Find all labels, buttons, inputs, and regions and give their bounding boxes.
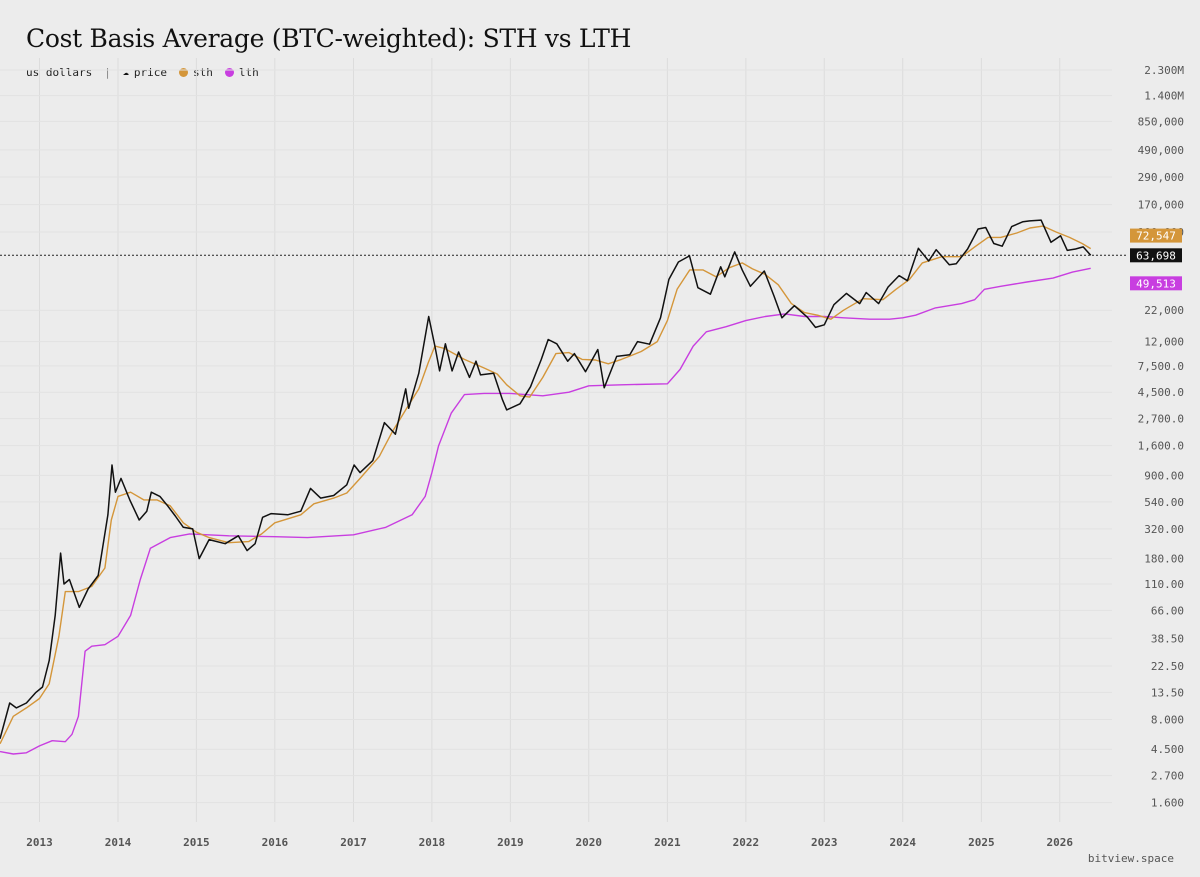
- series-line-price[interactable]: [0, 219, 1092, 739]
- legend: us dollars | ☁ price sth lth: [26, 66, 271, 79]
- legend-separator: |: [104, 66, 111, 79]
- x-tick-label: 2018: [419, 836, 446, 849]
- y-tick-label: 8.000: [1151, 713, 1184, 726]
- x-tick-label: 2021: [654, 836, 681, 849]
- y-tick-label: 320.00: [1144, 523, 1184, 536]
- x-tick-label: 2022: [733, 836, 760, 849]
- x-tick-label: 2017: [340, 836, 367, 849]
- lth-dot-icon: [224, 68, 234, 77]
- y-tick-label: 1,600.0: [1138, 440, 1184, 453]
- y-tick-label: 22,000: [1144, 304, 1184, 317]
- x-tick-label: 2013: [26, 836, 53, 849]
- x-tick-label: 2019: [497, 836, 524, 849]
- x-tick-label: 2015: [183, 836, 210, 849]
- cloud-icon: ☁: [122, 67, 129, 78]
- y-tick-label: 2.300M: [1144, 64, 1184, 77]
- y-tick-label: 12,000: [1144, 336, 1184, 349]
- last-value-label-sth: 72,547: [1136, 230, 1176, 243]
- legend-label-sth: sth: [193, 66, 213, 79]
- y-tick-label: 170,000: [1138, 199, 1184, 212]
- x-tick-label: 2026: [1047, 836, 1074, 849]
- x-tick-label: 2014: [105, 836, 132, 849]
- y-tick-label: 180.00: [1144, 553, 1184, 566]
- y-tick-label: 1.600: [1151, 797, 1184, 810]
- y-tick-label: 7,500.0: [1138, 360, 1184, 373]
- y-tick-label: 900.00: [1144, 469, 1184, 482]
- legend-item-lth[interactable]: lth: [224, 66, 259, 79]
- legend-label-lth: lth: [238, 66, 259, 79]
- y-tick-label: 110.00: [1144, 578, 1184, 591]
- x-tick-label: 2025: [968, 836, 995, 849]
- last-value-badge-price: [1130, 248, 1182, 263]
- legend-item-price[interactable]: ☁ price: [123, 66, 167, 79]
- x-tick-label: 2020: [576, 836, 603, 849]
- x-tick-label: 2016: [262, 836, 289, 849]
- series-line-sth[interactable]: [0, 225, 1092, 745]
- last-value-label-lth: 49,513: [1136, 277, 1176, 290]
- y-tick-label: 66.00: [1151, 604, 1184, 617]
- y-tick-label: 4,500.0: [1138, 386, 1184, 399]
- y-tick-label: 4.500: [1151, 743, 1184, 756]
- legend-label-price: price: [133, 66, 168, 79]
- y-tick-label: 290,000: [1138, 171, 1184, 184]
- x-tick-label: 2023: [811, 836, 838, 849]
- y-tick-label: 540.00: [1144, 496, 1184, 509]
- unit-label: us dollars: [26, 66, 93, 79]
- series-line-lth[interactable]: [0, 267, 1091, 755]
- y-tick-label: 2.700: [1151, 770, 1184, 783]
- y-tick-label: 22.50: [1151, 660, 1184, 673]
- x-tick-label: 2024: [889, 836, 916, 849]
- legend-item-sth[interactable]: sth: [179, 66, 213, 79]
- y-tick-label: 850,000: [1138, 115, 1184, 128]
- y-tick-label: 490,000: [1138, 144, 1184, 157]
- last-value-badge-sth: [1130, 228, 1182, 243]
- last-value-label-price: 63,698: [1136, 249, 1176, 262]
- y-tick-label: 2,700.0: [1138, 413, 1184, 426]
- last-value-badge-lth: [1130, 276, 1182, 291]
- y-tick-label: 13.50: [1151, 686, 1184, 699]
- chart-title: Cost Basis Average (BTC-weighted): STH v…: [26, 24, 632, 53]
- source-credit: bitview.space: [1087, 852, 1174, 865]
- y-tick-label: 38.50: [1151, 632, 1184, 645]
- y-tick-label: 1.400M: [1144, 90, 1184, 103]
- sth-dot-icon: [179, 68, 189, 77]
